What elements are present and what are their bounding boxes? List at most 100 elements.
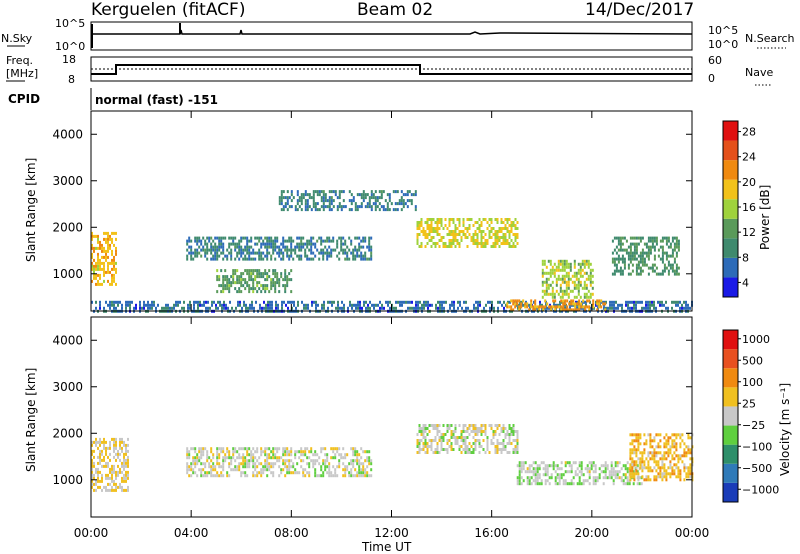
velocity-echo-cell [268, 447, 271, 451]
velocity-echo-cell [306, 456, 309, 460]
velocity-echo-cell [534, 476, 537, 480]
velocity-echo-cell [689, 469, 692, 473]
power-echo-cell [280, 275, 283, 279]
power-echo-cell [217, 306, 219, 310]
power-echo-cell [428, 227, 431, 230]
velocity-echo-cell [462, 439, 465, 442]
velocity-echo-cell [200, 474, 203, 478]
velocity-echo-cell [518, 467, 521, 471]
velocity-echo-cell [282, 453, 285, 457]
power-echo-cell [454, 233, 457, 236]
velocity-echo-cell [194, 450, 197, 454]
velocity-echo-cell [466, 448, 469, 451]
power-echo-cell [619, 248, 622, 252]
power-echo-cell [266, 242, 269, 246]
power-echo-cell [452, 236, 455, 239]
velocity-echo-cell [238, 453, 241, 457]
power-echo-cell [290, 190, 293, 194]
velocity-echo-cell [687, 466, 690, 470]
power-echo-cell [448, 218, 451, 221]
power-echo-cell [488, 230, 491, 233]
velocity-echo-cell [348, 471, 351, 475]
velocity-echo-cell [636, 470, 639, 474]
velocity-echo-cell [258, 471, 261, 475]
power-echo-cell [635, 303, 637, 307]
nave-tick-bottom: 0 [708, 72, 715, 85]
velocity-echo-cell [304, 468, 307, 472]
power-echo-cell [222, 245, 225, 249]
velocity-echo-cell [677, 457, 680, 461]
velocity-echo-cell [91, 479, 93, 483]
power-echo-cell [444, 224, 447, 227]
velocity-echo-cell [612, 473, 615, 477]
power-echo-cell [454, 227, 457, 230]
power-echo-cell [641, 248, 644, 252]
power-echo-cell [344, 242, 347, 246]
power-echo-cell [663, 266, 666, 270]
velocity-echo-cell [284, 447, 287, 451]
power-echo-cell [649, 239, 652, 243]
velocity-echo-cell [518, 464, 521, 468]
velocity-echo-cell [322, 471, 325, 475]
velocity-echo-cell [659, 472, 662, 476]
power-echo-cell [308, 248, 311, 252]
power-echo-cell [553, 268, 556, 272]
power-echo-cell [561, 265, 564, 269]
power-echo-cell [320, 190, 323, 194]
power-echo-cell [567, 274, 570, 278]
velocity-echo-cell [97, 485, 99, 489]
power-echo-cell [258, 239, 261, 243]
velocity-echo-cell [532, 479, 535, 483]
velocity-echo-cell [105, 440, 107, 444]
power-echo-cell [217, 300, 219, 304]
power-echo-cell [107, 243, 109, 247]
power-echo-cell [298, 248, 301, 252]
power-echo-cell [348, 190, 351, 194]
velocity-echo-cell [286, 453, 289, 457]
power-echo-cell [474, 233, 477, 236]
velocity-echo-cell [99, 437, 101, 441]
velocity-echo-cell [659, 475, 662, 479]
power-echo-cell [252, 287, 255, 291]
power-echo-cell [575, 300, 577, 304]
power-echo-cell [657, 248, 660, 252]
power-echo-cell [250, 278, 253, 282]
velocity-echo-cell [288, 462, 291, 466]
velocity-echo-cell [244, 462, 247, 466]
velocity-echo-cell [574, 461, 577, 465]
power-echo-cell [651, 300, 653, 304]
power-echo-cell [310, 257, 313, 261]
power-echo-cell [441, 303, 443, 307]
velocity-echo-cell [107, 461, 109, 465]
power-echo-cell [370, 248, 373, 252]
power-echo-cell [665, 306, 667, 310]
power-echo-cell [91, 237, 93, 241]
velocity-echo-cell [671, 445, 674, 449]
power-echo-cell [677, 272, 680, 276]
velocity-echo-cell [354, 447, 357, 451]
power-echo-cell [559, 283, 562, 287]
power-echo-cell [376, 196, 379, 200]
power-echo-cell [290, 193, 293, 197]
velocity-echo-cell [474, 433, 477, 436]
velocity-echo-cell [125, 443, 127, 447]
power-echo-cell [629, 245, 632, 249]
power-echo-cell [282, 190, 285, 194]
power-echo-cell [296, 236, 299, 240]
power-echo-cell [581, 274, 584, 278]
velocity-echo-cell [502, 427, 505, 430]
power-echo-cell [175, 300, 177, 304]
power-echo-cell [291, 306, 293, 310]
velocity-echo-cell [647, 454, 650, 458]
velocity-echo-cell [284, 462, 287, 466]
power-echo-cell [243, 300, 245, 304]
power-echo-cell [581, 300, 583, 304]
velocity-echo-cell [574, 473, 577, 477]
velocity-echo-cell [653, 475, 656, 479]
power-echo-cell [103, 246, 105, 250]
power-echo-cell [466, 236, 469, 239]
power-echo-cell [310, 208, 313, 212]
velocity-echo-cell [328, 471, 331, 475]
velocity-echo-cell [454, 430, 457, 433]
velocity-echo-cell [631, 448, 634, 452]
